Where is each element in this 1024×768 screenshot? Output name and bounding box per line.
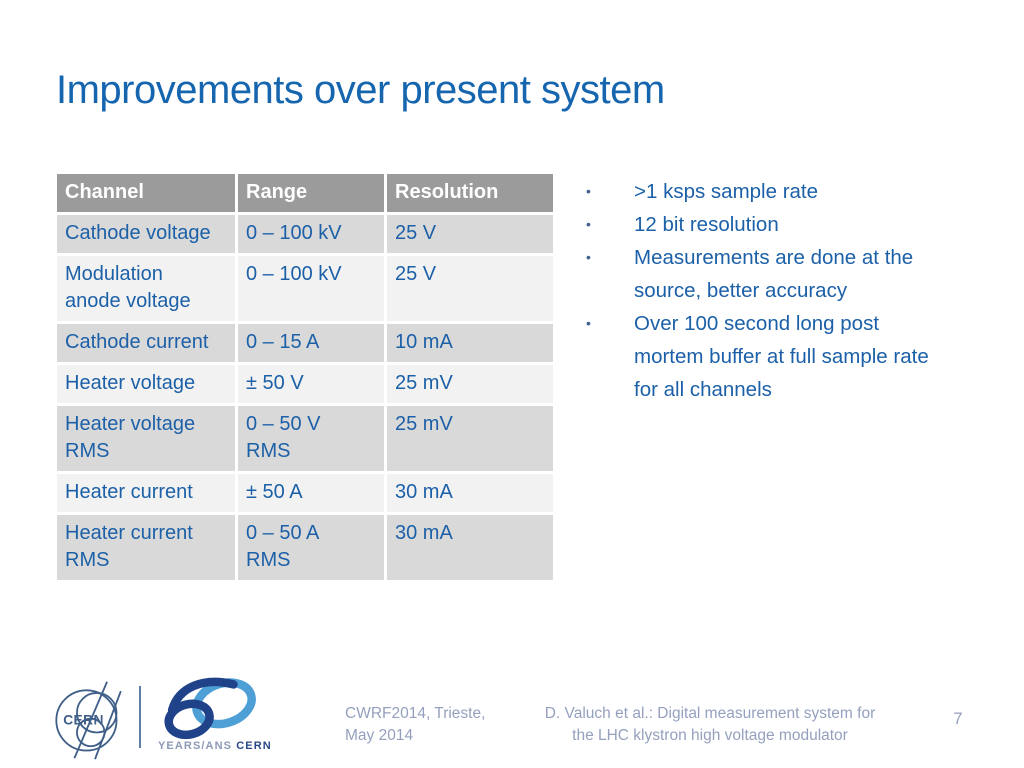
list-item: • 12 bit resolution <box>584 208 976 241</box>
cell-channel: Heater current <box>57 474 235 512</box>
col-header-channel: Channel <box>57 174 235 212</box>
table-row: Cathode voltage 0 – 100 kV 25 V <box>57 215 553 253</box>
cell-range: ± 50 V <box>238 365 384 403</box>
bullet-text: Measurements are done at the source, bet… <box>634 246 914 302</box>
table-row: Modulation anode voltage 0 – 100 kV 25 V <box>57 256 553 321</box>
list-item: • >1 ksps sample rate <box>584 175 976 208</box>
cell-resolution: 25 mV <box>387 365 553 403</box>
footer-event-text: CWRF2014, Trieste, May 2014 <box>345 705 486 744</box>
cell-range: 0 – 15 A <box>238 324 384 362</box>
table-row: Heater voltage ± 50 V 25 mV <box>57 365 553 403</box>
cell-range: ± 50 A <box>238 474 384 512</box>
years-ans-text: YEARS/ANS <box>158 740 237 752</box>
cell-channel: Cathode current <box>57 324 235 362</box>
cell-resolution: 30 mA <box>387 515 553 580</box>
cern-logo-icon: CERN <box>55 681 122 760</box>
cell-channel: Modulation anode voltage <box>57 256 235 321</box>
cern-60-anniversary-icon <box>164 677 256 740</box>
logo-divider <box>139 686 141 748</box>
table-header-row: Channel Range Resolution <box>57 174 553 212</box>
col-header-resolution: Resolution <box>387 174 553 212</box>
table-row: Heater current ± 50 A 30 mA <box>57 474 553 512</box>
cell-channel: Heater current RMS <box>57 515 235 580</box>
cell-resolution: 30 mA <box>387 474 553 512</box>
cell-resolution: 25 V <box>387 215 553 253</box>
bullet-text: 12 bit resolution <box>634 213 779 236</box>
table-row: Heater current RMS 0 – 50 A RMS 30 mA <box>57 515 553 580</box>
table-row: Heater voltage RMS 0 – 50 V RMS 25 mV <box>57 406 553 471</box>
cell-range: 0 – 100 kV <box>238 215 384 253</box>
bullet-icon: • <box>586 249 591 265</box>
cell-range: 0 – 50 A RMS <box>238 515 384 580</box>
years-cern-text: CERN <box>236 740 272 752</box>
cern-logo-text: CERN <box>63 713 104 728</box>
bullet-text: Over 100 second long post mortem buffer … <box>634 312 929 401</box>
cell-resolution: 25 mV <box>387 406 553 471</box>
col-header-range: Range <box>238 174 384 212</box>
cell-channel: Heater voltage RMS <box>57 406 235 471</box>
page-number: 7 <box>953 710 963 728</box>
bullet-icon: • <box>586 216 591 232</box>
bullet-list: • >1 ksps sample rate • 12 bit resolutio… <box>584 175 976 406</box>
channel-spec-table: Channel Range Resolution Cathode voltage… <box>54 171 556 583</box>
cell-resolution: 10 mA <box>387 324 553 362</box>
footer-attribution-text: D. Valuch et al.: Digital measurement sy… <box>544 705 876 744</box>
cell-resolution: 25 V <box>387 256 553 321</box>
cell-channel: Heater voltage <box>57 365 235 403</box>
cell-range: 0 – 100 kV <box>238 256 384 321</box>
table-row: Cathode current 0 – 15 A 10 mA <box>57 324 553 362</box>
list-item: • Measurements are done at the source, b… <box>584 241 976 307</box>
cell-channel: Cathode voltage <box>57 215 235 253</box>
bullet-icon: • <box>586 183 591 199</box>
years-ans-cern-label: YEARS/ANS CERN <box>158 740 272 752</box>
slide-title: Improvements over present system <box>56 68 665 112</box>
bullet-icon: • <box>586 315 591 331</box>
cell-range: 0 – 50 V RMS <box>238 406 384 471</box>
bullet-text: >1 ksps sample rate <box>634 180 819 203</box>
list-item: • Over 100 second long post mortem buffe… <box>584 307 976 406</box>
